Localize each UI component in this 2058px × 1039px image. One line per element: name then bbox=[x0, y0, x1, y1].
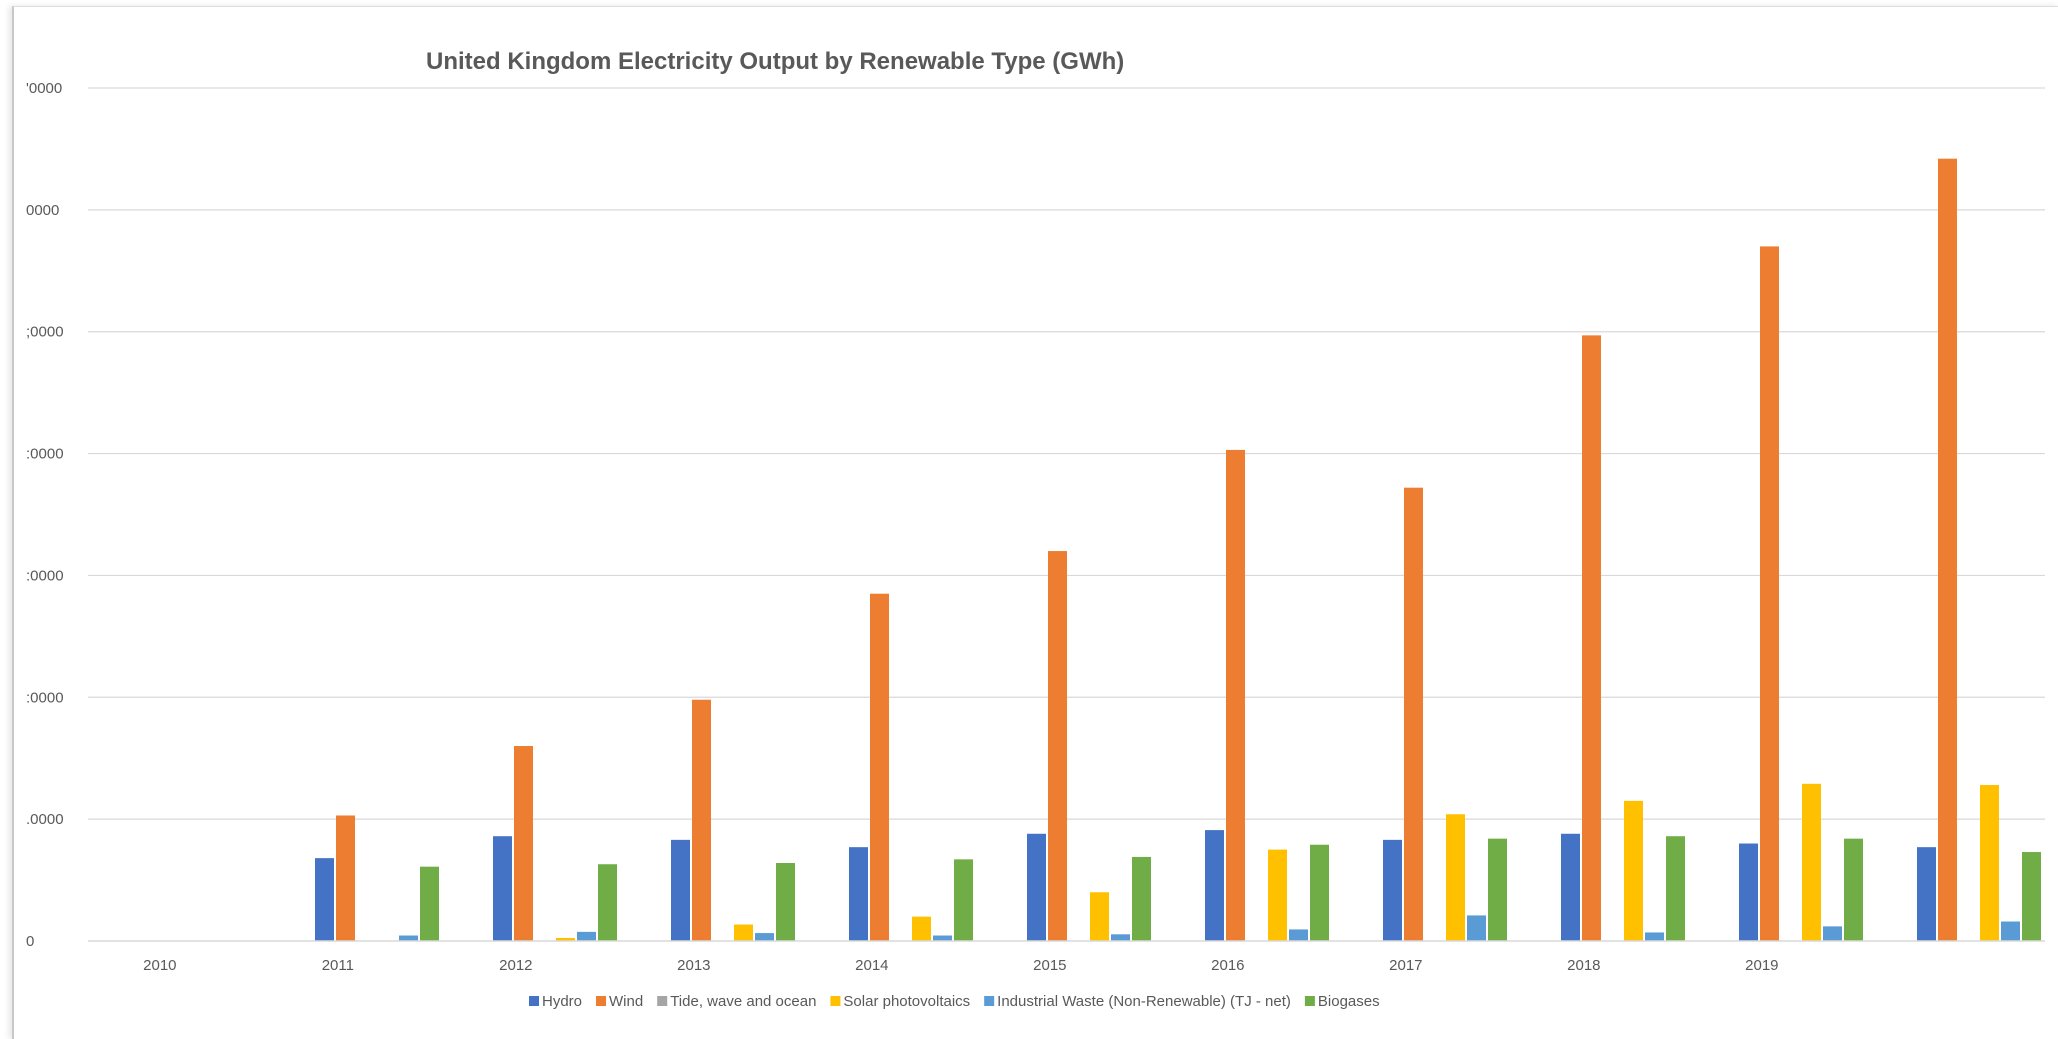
x-tick-label: 2016 bbox=[1211, 957, 1244, 974]
bar-hydro bbox=[315, 858, 334, 941]
bar-biogases bbox=[954, 859, 973, 941]
x-tick-label: 2015 bbox=[1033, 957, 1066, 974]
legend-swatch bbox=[657, 996, 668, 1006]
y-tick-label: :0000 bbox=[26, 689, 64, 706]
bar-solar-photovoltaics bbox=[1090, 892, 1109, 941]
bar-industrial-waste-non-renewable-tj-net bbox=[1823, 926, 1842, 941]
legend-swatch bbox=[596, 996, 607, 1006]
y-tick-label: :0000 bbox=[26, 567, 64, 584]
bar-industrial-waste-non-renewable-tj-net bbox=[1467, 915, 1486, 941]
bar-biogases bbox=[2022, 852, 2041, 941]
bar-biogases bbox=[1666, 836, 1685, 941]
bar-industrial-waste-non-renewable-tj-net bbox=[1111, 934, 1130, 941]
bar-hydro bbox=[493, 836, 512, 941]
bar-hydro bbox=[1205, 830, 1224, 941]
bar-biogases bbox=[1488, 838, 1507, 941]
legend-label: Solar photovoltaics bbox=[843, 993, 970, 1010]
bar-biogases bbox=[1132, 856, 1151, 941]
bar-wind bbox=[1582, 335, 1601, 941]
bar-solar-photovoltaics bbox=[1268, 849, 1287, 941]
x-tick-label: 2011 bbox=[322, 957, 354, 974]
x-axis-tick-labels: 2010 2011 2012 2013 2014 2015 2016 2017 2018 2019 bbox=[143, 957, 1778, 974]
bar-industrial-waste-non-renewable-tj-net bbox=[755, 933, 774, 941]
bar-industrial-waste-non-renewable-tj-net bbox=[399, 935, 418, 941]
bar-wind bbox=[336, 815, 355, 941]
bar-biogases bbox=[1310, 844, 1329, 941]
y-axis-tick-labels: 0 .0000 :0000 :0000 :0000 ;0000 0000 '0000 bbox=[26, 80, 64, 950]
bar-biogases bbox=[1844, 838, 1863, 941]
legend: Hydro Wind Tide, wave and ocean Solar photo… bbox=[529, 993, 1380, 1010]
legend-label: Tide, wave and ocean bbox=[670, 993, 816, 1010]
x-tick-label: 2018 bbox=[1567, 957, 1600, 974]
bar-hydro bbox=[1027, 833, 1046, 941]
bar-solar-photovoltaics bbox=[734, 924, 753, 941]
bar-industrial-waste-non-renewable-tj-net bbox=[1645, 932, 1664, 941]
legend-swatch bbox=[1304, 996, 1315, 1006]
y-tick-label: 0 bbox=[26, 933, 34, 950]
x-tick-label: 2012 bbox=[499, 957, 532, 974]
bar-hydro bbox=[671, 839, 690, 941]
bar-solar-photovoltaics bbox=[1980, 785, 1999, 941]
bar-industrial-waste-non-renewable-tj-net bbox=[2001, 921, 2020, 941]
bar-solar-photovoltaics bbox=[1802, 783, 1821, 941]
bar-wind bbox=[1760, 246, 1779, 941]
chart-title: United Kingdom Electricity Output by Ren… bbox=[426, 48, 1124, 75]
x-tick-label: 2013 bbox=[677, 957, 710, 974]
bar-wind bbox=[1938, 158, 1957, 942]
bar-biogases bbox=[420, 866, 439, 941]
x-tick-label: 2014 bbox=[855, 957, 888, 974]
bar-industrial-waste-non-renewable-tj-net bbox=[577, 931, 596, 941]
legend-label: Hydro bbox=[542, 993, 582, 1010]
bar-solar-photovoltaics bbox=[912, 916, 931, 941]
bar-solar-photovoltaics bbox=[556, 937, 575, 941]
bar-hydro bbox=[1561, 833, 1580, 941]
bar-hydro bbox=[849, 847, 868, 941]
bar-wind bbox=[1226, 449, 1245, 941]
y-tick-label: 0000 bbox=[26, 202, 59, 219]
bar-hydro bbox=[1383, 839, 1402, 941]
bar-wind bbox=[514, 746, 533, 941]
x-tick-label: 2017 bbox=[1389, 957, 1422, 974]
bar-biogases bbox=[598, 864, 617, 941]
bar-wind bbox=[692, 699, 711, 941]
legend-swatch bbox=[984, 996, 995, 1006]
bar-industrial-waste-non-renewable-tj-net bbox=[1289, 929, 1308, 941]
bar-hydro bbox=[1739, 843, 1758, 941]
x-tick-label: 2019 bbox=[1745, 957, 1778, 974]
bar-hydro bbox=[1917, 847, 1936, 941]
bar-solar-photovoltaics bbox=[1446, 814, 1465, 941]
bar-solar-photovoltaics bbox=[1624, 800, 1643, 941]
legend-label: Wind bbox=[609, 993, 643, 1010]
y-tick-label: '0000 bbox=[26, 80, 62, 97]
bar-wind bbox=[1048, 551, 1067, 941]
legend-label: Biogases bbox=[1318, 993, 1380, 1010]
bars bbox=[315, 158, 2041, 942]
y-tick-label: .0000 bbox=[26, 811, 64, 828]
bar-wind bbox=[870, 593, 889, 941]
bar-biogases bbox=[776, 863, 795, 941]
y-tick-label: :0000 bbox=[26, 446, 64, 463]
legend-swatch bbox=[529, 996, 539, 1006]
y-tick-label: ;0000 bbox=[26, 324, 64, 341]
legend-swatch bbox=[830, 996, 841, 1006]
bar-wind bbox=[1404, 487, 1423, 941]
x-tick-label: 2010 bbox=[143, 957, 176, 974]
bar-industrial-waste-non-renewable-tj-net bbox=[933, 935, 952, 941]
legend-label: Industrial Waste (Non-Renewable) (TJ - n… bbox=[997, 993, 1291, 1010]
